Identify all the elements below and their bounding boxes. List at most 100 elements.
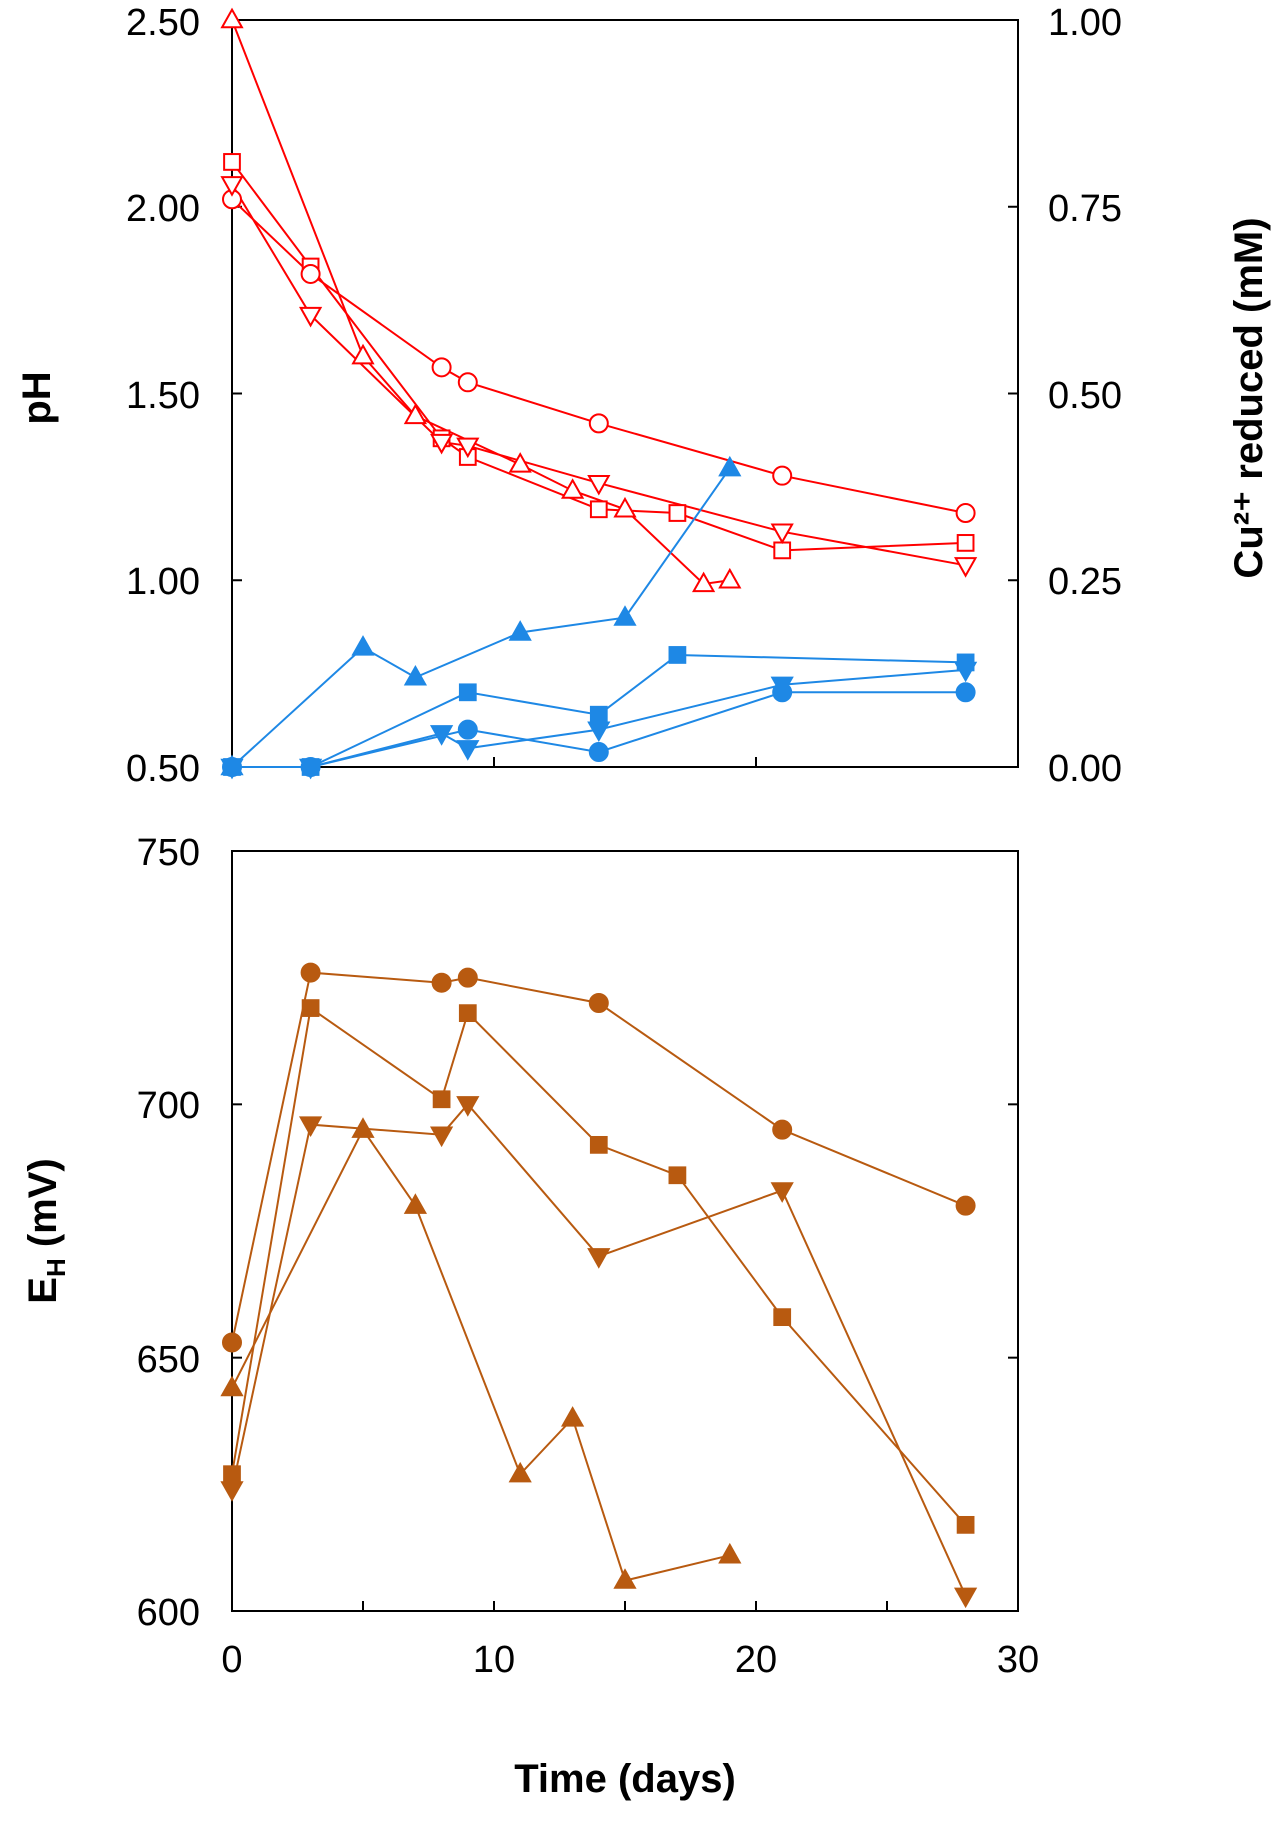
data-point-triangle-up (220, 7, 244, 29)
data-point-triangle-down (587, 474, 611, 496)
data-point-triangle-up (508, 620, 532, 641)
data-point-circle (222, 757, 242, 777)
data-point-circle (955, 503, 976, 524)
series-line (231, 161, 966, 552)
data-point-square (223, 153, 241, 171)
series-line (231, 467, 731, 768)
data-point-circle (588, 993, 609, 1013)
data-point-triangle-down (953, 1587, 978, 1609)
data-point-triangle-up (613, 605, 637, 626)
x-tick-label: 0 (221, 1639, 242, 1681)
x-tick-label: 10 (473, 1639, 515, 1681)
data-point-triangle-down (298, 1116, 323, 1137)
data-point-triangle-up (351, 343, 375, 365)
data-point-triangle-up (613, 1568, 637, 1589)
data-point-circle (300, 962, 321, 983)
data-point-triangle-down (429, 1126, 454, 1148)
bottom-ticks (231, 850, 1019, 1612)
data-point-triangle-down (770, 1182, 794, 1203)
data-point-triangle-up (403, 1193, 428, 1214)
bottom-plot-frame (231, 850, 1019, 1612)
data-point-square (589, 500, 608, 519)
data-point-square (773, 1308, 792, 1327)
data-point-triangle-down (298, 306, 323, 328)
data-point-circle (772, 1119, 793, 1140)
data-point-circle (431, 972, 452, 993)
data-point-triangle-up (351, 1117, 375, 1138)
eh-label-main: E (21, 1277, 65, 1304)
top-y2-tick-label: 0.25 (1048, 561, 1122, 603)
data-point-triangle-down (587, 721, 611, 743)
data-point-circle (222, 1332, 242, 1353)
data-point-triangle-down (456, 437, 480, 459)
data-point-square (956, 1515, 975, 1534)
data-point-circle (300, 263, 321, 284)
top-series-markers (220, 7, 978, 780)
bottom-y-axis-title: EH (mV) (21, 1158, 71, 1303)
data-point-circle (955, 682, 976, 703)
data-point-circle (457, 967, 478, 988)
data-point-square (301, 999, 320, 1017)
data-point-circle (772, 682, 793, 703)
data-point-circle (457, 372, 478, 393)
top-plot-frame (231, 19, 1019, 768)
top-y2-axis-title: Cu²⁺ reduced (mM) (1227, 217, 1271, 578)
data-point-triangle-down (220, 176, 244, 197)
data-point-square (668, 504, 687, 522)
top-y2-tick-label: 0.00 (1048, 748, 1122, 790)
top-y2-tick-label: 0.75 (1048, 188, 1122, 230)
data-point-circle (955, 1195, 976, 1216)
data-point-triangle-up (508, 452, 532, 473)
top-y-tick-label: 2.50 (126, 2, 200, 44)
data-point-circle (588, 742, 609, 763)
data-point-triangle-up (403, 664, 428, 686)
eh-label-unit: (mV) (21, 1158, 65, 1258)
data-point-triangle-up (718, 567, 742, 589)
bottom-y-tick-label: 650 (137, 1339, 200, 1381)
series-line (231, 19, 730, 586)
top-y-tick-label: 1.50 (126, 375, 200, 417)
data-point-square (773, 541, 792, 560)
data-point-triangle-down (456, 1096, 480, 1117)
series-line (231, 1127, 731, 1582)
data-point-triangle-down (220, 1481, 244, 1502)
data-point-square (589, 705, 608, 724)
data-point-triangle-down (429, 725, 454, 746)
data-point-triangle-down (587, 1248, 611, 1269)
top-y-axis-title: pH (15, 371, 59, 424)
top-y2-tick-label: 0.50 (1048, 375, 1122, 417)
eh-label-subscript: H (41, 1258, 71, 1277)
top-ticks (231, 19, 1019, 768)
top-y-tick-label: 1.00 (126, 561, 200, 603)
data-point-circle (300, 757, 321, 777)
data-point-triangle-up (613, 496, 637, 518)
data-point-triangle-down (456, 740, 480, 761)
data-point-square (458, 1004, 477, 1023)
data-point-circle (457, 719, 478, 740)
series-line (231, 198, 966, 514)
x-tick-label: 20 (735, 1639, 777, 1681)
top-y2-tick-label: 1.00 (1048, 2, 1122, 44)
data-point-square (956, 534, 975, 552)
data-point-triangle-up (718, 455, 742, 477)
x-axis-title: Time (days) (514, 1757, 736, 1801)
data-point-triangle-up (351, 635, 375, 656)
data-point-square (432, 1090, 451, 1109)
bottom-y-tick-label: 750 (137, 832, 200, 874)
bottom-y-tick-label: 600 (137, 1592, 200, 1634)
data-point-square (223, 1465, 241, 1484)
data-point-triangle-up (508, 1461, 532, 1483)
data-point-circle (431, 357, 452, 378)
x-tick-label: 30 (997, 1639, 1039, 1681)
data-point-triangle-down (953, 661, 978, 683)
data-point-square (668, 646, 687, 664)
bottom-series-markers (220, 962, 978, 1609)
data-point-square (589, 1135, 608, 1154)
data-point-triangle-up (560, 478, 585, 499)
data-point-triangle-up (220, 1375, 244, 1397)
data-point-triangle-up (403, 403, 428, 425)
data-point-circle (588, 413, 609, 434)
top-series-lines (231, 19, 966, 768)
top-y-tick-label: 2.00 (126, 188, 200, 230)
